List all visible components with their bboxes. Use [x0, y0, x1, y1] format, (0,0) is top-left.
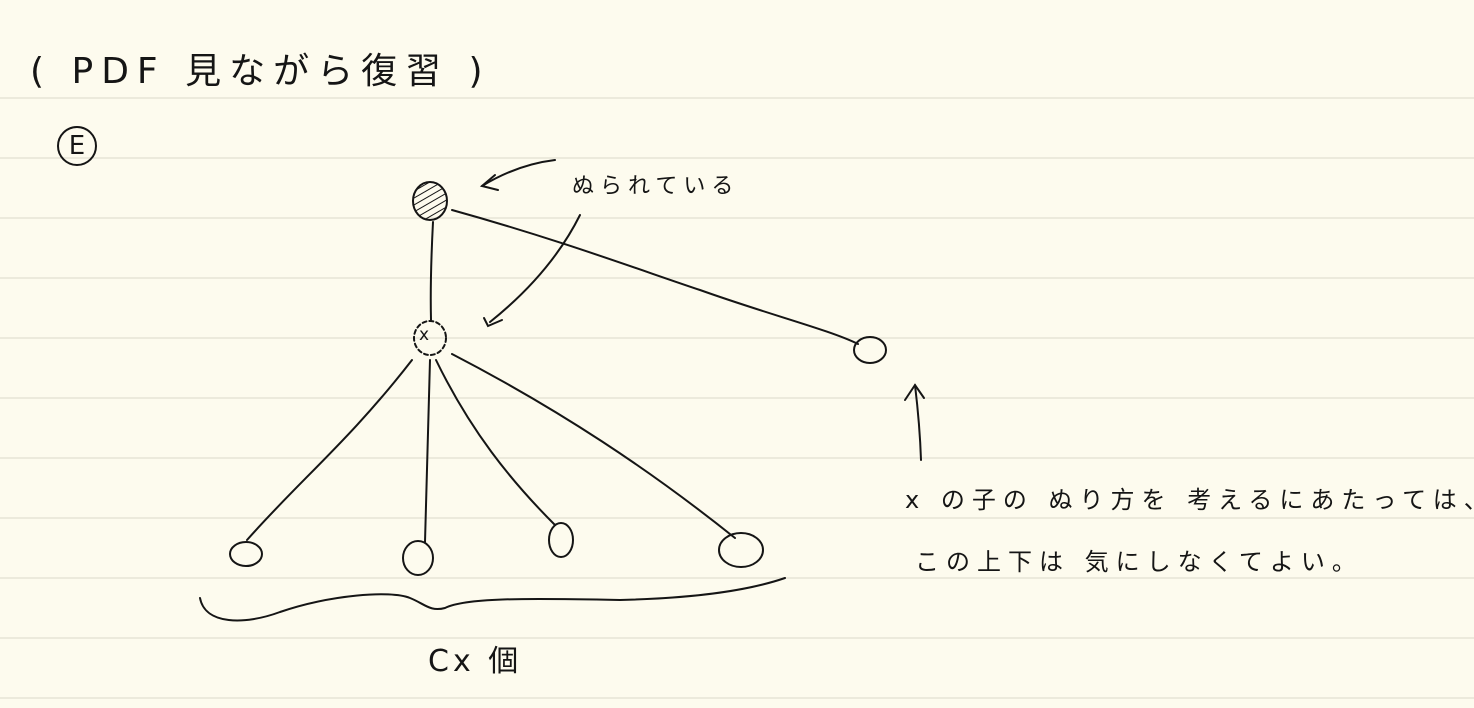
arrow-to-x-head: [483, 317, 503, 328]
edge-x-child3: [435, 359, 556, 526]
sibling-node: [853, 336, 887, 364]
up-arrow-to-sibling: [914, 384, 922, 461]
section-marker-circled: E: [57, 126, 97, 166]
edge-x-child1: [246, 359, 413, 541]
edge-x-child2: [424, 359, 431, 543]
child-node: [402, 540, 434, 576]
x-node: [413, 320, 447, 356]
children-brace: [199, 577, 786, 622]
arrow-to-root-head: [479, 174, 499, 191]
painted-annotation: ぬられている: [572, 174, 740, 199]
edge-root-x: [429, 221, 434, 321]
edge-x-child4: [451, 353, 736, 539]
child-node: [548, 522, 574, 558]
children-count-label: Cx 個: [428, 644, 523, 679]
arrow-to-x: [489, 214, 581, 323]
x-node-label: x: [419, 325, 430, 345]
note-line-2: この上下は 気にしなくてよい。: [915, 548, 1363, 576]
up-arrow-head: [904, 383, 925, 401]
child-node: [229, 541, 263, 567]
page-title: ( PDF 見ながら復習 ): [30, 51, 491, 92]
section-label: E: [68, 131, 86, 161]
child-node: [718, 532, 764, 568]
root-node-painted: [412, 181, 448, 221]
edge-root-sibling: [451, 209, 859, 345]
arrow-to-root: [481, 159, 556, 187]
note-line-1: x の子の ぬり方を 考えるにあたっては、: [905, 486, 1474, 514]
